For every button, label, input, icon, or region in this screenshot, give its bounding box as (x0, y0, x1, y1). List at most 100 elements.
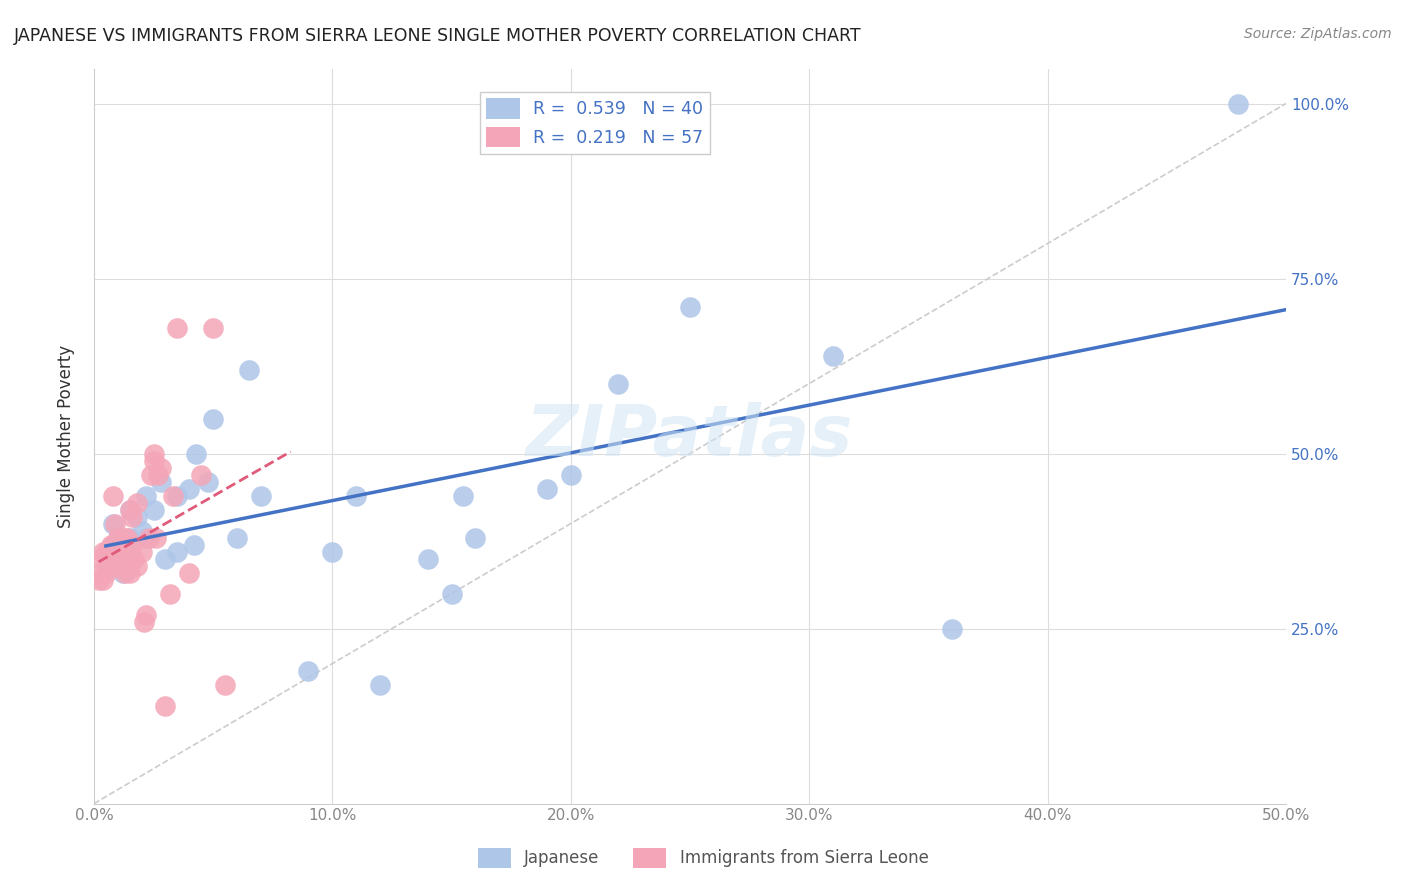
Point (166, 320, 188, 334)
Point (104, 544, 127, 558)
Point (100, 558, 122, 573)
Point (107, 558, 129, 573)
Point (118, 502, 141, 516)
Point (821, 349, 844, 363)
Legend: Japanese, Immigrants from Sierra Leone: Japanese, Immigrants from Sierra Leone (471, 841, 935, 875)
Point (179, 482, 201, 496)
Point (94, 551, 117, 566)
Point (118, 531, 141, 545)
Point (344, 489, 367, 503)
Point (111, 544, 134, 558)
Point (560, 467, 582, 482)
Point (138, 531, 160, 545)
Point (214, 677, 236, 691)
Point (117, 531, 139, 545)
Point (111, 544, 134, 558)
Point (162, 489, 184, 503)
Point (94, 566, 117, 580)
Point (155, 551, 177, 566)
Point (125, 558, 148, 573)
Point (183, 538, 205, 552)
Point (101, 489, 124, 503)
Point (238, 362, 260, 376)
Point (250, 489, 273, 503)
Text: Source: ZipAtlas.com: Source: ZipAtlas.com (1244, 27, 1392, 41)
Point (166, 489, 188, 503)
Point (125, 495, 148, 509)
Point (416, 551, 439, 566)
Text: ZIPatlas: ZIPatlas (526, 401, 853, 471)
Point (125, 509, 148, 524)
Point (93, 573, 115, 587)
Point (135, 607, 157, 622)
Point (197, 475, 219, 489)
Point (453, 489, 475, 503)
Point (159, 586, 181, 600)
Point (149, 460, 172, 475)
Point (101, 538, 124, 552)
Point (536, 482, 558, 496)
Point (1227, 96, 1250, 111)
Point (148, 467, 170, 482)
Point (202, 320, 225, 334)
Point (121, 509, 143, 524)
Point (142, 502, 165, 516)
Y-axis label: Single Mother Poverty: Single Mother Poverty (58, 344, 75, 528)
Point (104, 558, 127, 573)
Point (202, 411, 225, 425)
Point (179, 566, 201, 580)
Point (155, 698, 177, 713)
Point (101, 538, 124, 552)
Point (149, 475, 172, 489)
Point (107, 551, 129, 566)
Point (118, 502, 141, 516)
Point (121, 538, 143, 552)
Point (90, 551, 112, 566)
Point (142, 453, 165, 467)
Point (87, 573, 110, 587)
Point (117, 544, 139, 558)
Point (226, 531, 249, 545)
Point (101, 551, 124, 566)
Point (94, 551, 117, 566)
Point (131, 524, 153, 538)
Legend: R =  0.539   N = 40, R =  0.219   N = 57: R = 0.539 N = 40, R = 0.219 N = 57 (479, 92, 710, 154)
Point (941, 622, 963, 636)
Point (132, 615, 155, 629)
Point (104, 516, 127, 531)
Point (107, 544, 129, 558)
Point (135, 531, 157, 545)
Point (108, 538, 131, 552)
Point (297, 664, 319, 678)
Point (142, 446, 165, 460)
Point (111, 566, 134, 580)
Point (679, 300, 702, 314)
Point (368, 677, 391, 691)
Point (94, 544, 117, 558)
Point (114, 566, 136, 580)
Point (440, 586, 463, 600)
Point (131, 544, 153, 558)
Point (135, 489, 157, 503)
Point (107, 531, 129, 545)
Point (186, 446, 208, 460)
Point (90, 566, 112, 580)
Point (114, 531, 136, 545)
Point (97, 558, 120, 573)
Point (145, 531, 167, 545)
Point (118, 566, 141, 580)
Text: JAPANESE VS IMMIGRANTS FROM SIERRA LEONE SINGLE MOTHER POVERTY CORRELATION CHART: JAPANESE VS IMMIGRANTS FROM SIERRA LEONE… (14, 27, 862, 45)
Point (100, 551, 122, 566)
Point (124, 551, 146, 566)
Point (107, 531, 129, 545)
Point (607, 376, 630, 391)
Point (118, 551, 141, 566)
Point (321, 544, 343, 558)
Point (166, 544, 188, 558)
Point (108, 551, 131, 566)
Point (101, 516, 124, 531)
Point (190, 467, 212, 482)
Point (93, 544, 115, 558)
Point (100, 538, 122, 552)
Point (141, 467, 163, 482)
